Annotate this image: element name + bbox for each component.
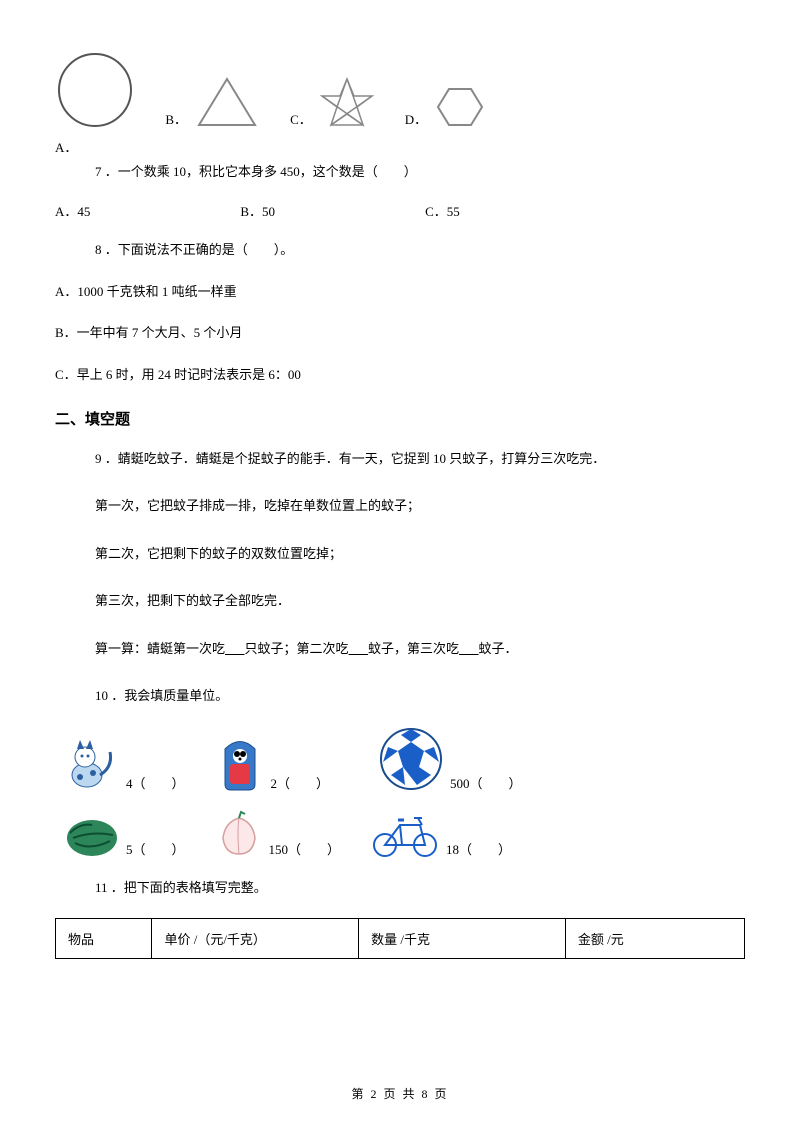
col-3: 数量 /千克 bbox=[359, 918, 566, 958]
q10-peach-text: 150（ ） bbox=[269, 839, 341, 858]
hexagon-icon bbox=[435, 85, 485, 130]
q10-bag-text: 2（ ） bbox=[271, 773, 330, 792]
q9-line4: 第三次，把剩下的蚊子全部吃完． bbox=[55, 589, 745, 612]
shape-b-label: B． bbox=[165, 109, 187, 128]
soccer-ball-icon bbox=[379, 727, 444, 792]
shape-d-label: D． bbox=[405, 109, 427, 128]
cat-icon bbox=[65, 737, 120, 792]
q9-l5-m2: 蚊子，第三次吃 bbox=[368, 641, 459, 656]
q9-l5-end: 蚊子． bbox=[479, 641, 518, 656]
page-footer: 第 2 页 共 8 页 bbox=[0, 1085, 800, 1102]
q9-line3: 第二次，它把剩下的蚊子的双数位置吃掉； bbox=[55, 542, 745, 565]
section-2-title: 二、填空题 bbox=[55, 408, 745, 429]
shape-c-label: C． bbox=[290, 109, 312, 128]
bicycle-icon bbox=[370, 810, 440, 858]
blank bbox=[349, 641, 369, 656]
peach-icon bbox=[215, 810, 263, 858]
q9-l5-pre: 算一算：蜻蜓第一次吃 bbox=[95, 641, 225, 656]
blank bbox=[459, 641, 479, 656]
q8-opt-b: B．一年中有 7 个大月、5 个小月 bbox=[55, 321, 745, 344]
q10-row2: 5（ ） 150（ ） 18（ ） bbox=[55, 810, 745, 858]
q10-ball-text: 500（ ） bbox=[450, 773, 522, 792]
q10-row1: 4（ ） 2（ ） 500（ ） bbox=[55, 727, 745, 792]
col-4: 金额 /元 bbox=[565, 918, 744, 958]
q10-bike-text: 18（ ） bbox=[446, 839, 511, 858]
shape-a-label: A． bbox=[55, 137, 77, 156]
q9-line5: 算一算：蜻蜓第一次吃 只蚊子；第二次吃 蚊子，第三次吃 蚊子． bbox=[55, 637, 745, 660]
q9-line2: 第一次，它把蚊子排成一排，吃掉在单数位置上的蚊子； bbox=[55, 494, 745, 517]
q9-l5-m1: 只蚊子；第二次吃 bbox=[245, 641, 349, 656]
q7-opt-c: C．55 bbox=[425, 201, 460, 220]
shapes-row: A． B． C． D． bbox=[55, 50, 745, 130]
q8-opt-c: C．早上 6 时，用 24 时记时法表示是 6：00 bbox=[55, 363, 745, 386]
q7-opt-a: A．45 bbox=[55, 201, 90, 220]
circle-icon bbox=[55, 50, 135, 130]
question-10: 10 ．我会填质量单位。 bbox=[55, 684, 745, 707]
blank bbox=[225, 641, 245, 656]
q10-cat-text: 4（ ） bbox=[126, 773, 185, 792]
q7-opt-b: B．50 bbox=[240, 201, 275, 220]
table-row: 物品 单价 /（元/千克） 数量 /千克 金额 /元 bbox=[56, 918, 745, 958]
backpack-icon bbox=[215, 734, 265, 792]
q9-line1: 9 ．蜻蜓吃蚊子．蜻蜓是个捉蚊子的能手．有一天，它捉到 10 只蚊子，打算分三次… bbox=[55, 447, 745, 470]
star-icon bbox=[320, 75, 375, 130]
col-2: 单价 /（元/千克） bbox=[152, 918, 359, 958]
q10-melon-text: 5（ ） bbox=[126, 839, 185, 858]
question-11: 11 ．把下面的表格填写完整。 bbox=[55, 876, 745, 899]
q7-options: A．45 B．50 C．55 bbox=[55, 201, 745, 220]
q8-opt-a: A．1000 千克铁和 1 吨纸一样重 bbox=[55, 280, 745, 303]
question-8: 8 ．下面说法不正确的是（ ）。 bbox=[55, 238, 745, 261]
watermelon-icon bbox=[65, 813, 120, 858]
question-7: 7 ．一个数乘 10，积比它本身多 450，这个数是（ ） bbox=[55, 160, 745, 183]
triangle-icon bbox=[195, 75, 260, 130]
col-1: 物品 bbox=[56, 918, 152, 958]
q11-table: 物品 单价 /（元/千克） 数量 /千克 金额 /元 bbox=[55, 918, 745, 959]
